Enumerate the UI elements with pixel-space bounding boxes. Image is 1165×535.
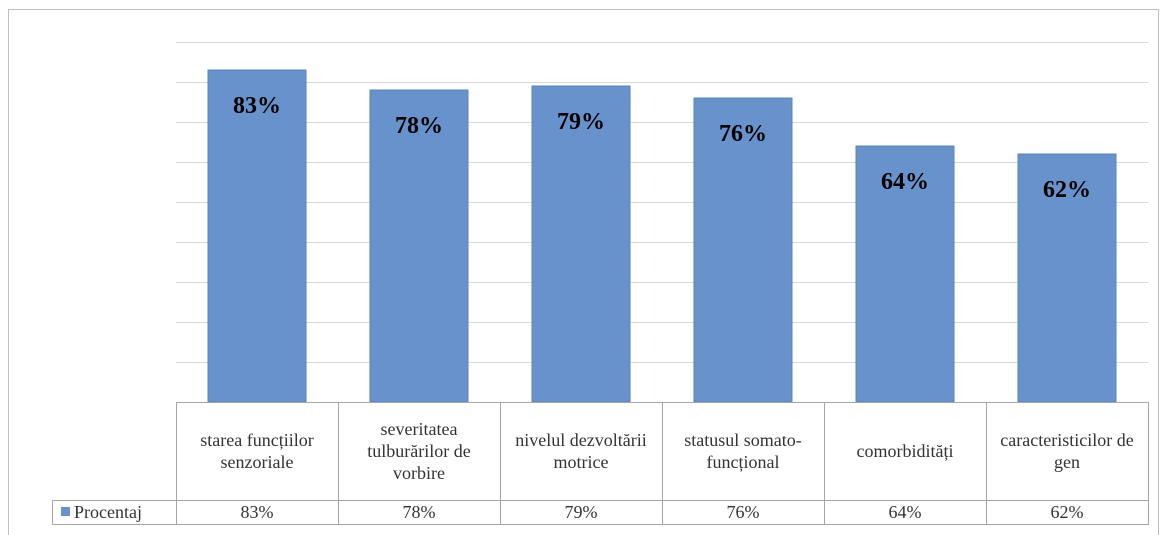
category-cell: starea funcțiilor senzoriale <box>200 430 314 472</box>
data-label: 79% <box>557 109 605 135</box>
bar <box>855 145 955 403</box>
value-cell: 62% <box>1050 502 1084 522</box>
data-label: 78% <box>395 113 443 139</box>
bar <box>1017 153 1117 403</box>
bar <box>531 85 631 403</box>
category-cell: nivelul dezvoltării motrice <box>515 430 647 472</box>
data-label: 83% <box>233 93 281 119</box>
category-cell: statusul somato-funcțional <box>684 430 802 472</box>
category-cell: comorbidități <box>856 441 954 461</box>
bar <box>369 89 469 403</box>
bar <box>207 69 307 403</box>
data-label: 64% <box>881 169 929 195</box>
category-cell: caracteristicilor de gen <box>1000 430 1134 472</box>
value-cell: 64% <box>888 502 922 522</box>
value-cell: 78% <box>402 502 436 522</box>
value-cell: 83% <box>240 502 274 522</box>
value-cell: 76% <box>726 502 760 522</box>
category-cell: severitatea tulburărilor de vorbire <box>367 419 471 483</box>
value-cell: 79% <box>564 502 598 522</box>
legend-label: Procentaj <box>74 502 142 522</box>
data-label: 62% <box>1043 177 1091 203</box>
bar <box>693 97 793 403</box>
legend-swatch <box>61 507 70 516</box>
frame <box>8 9 1159 535</box>
data-label: 76% <box>719 121 767 147</box>
